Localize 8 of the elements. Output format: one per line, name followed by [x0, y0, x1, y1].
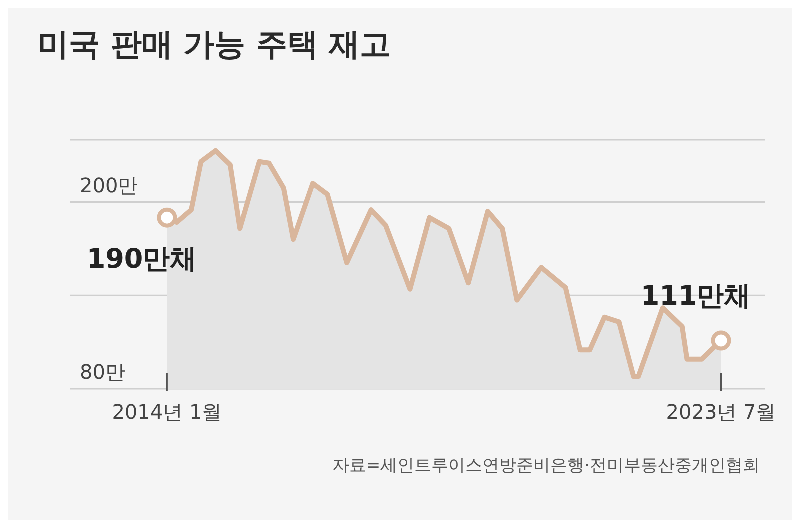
annotation: 111만채 [640, 280, 752, 312]
annotation: 190만채 [86, 244, 198, 275]
text: 자료=세인트루이스연방준비은행·전미부동산중개인협회 [332, 455, 760, 477]
x-tick-label: 2014년 1월 [112, 400, 222, 424]
chart-title: 미국 판매 가능 주택 재고 [38, 26, 392, 65]
y-tick-label: 200만 [80, 173, 138, 198]
x-tick-label: 2023년 7월 [666, 400, 776, 424]
y-tick-label: 80만 [80, 360, 126, 384]
